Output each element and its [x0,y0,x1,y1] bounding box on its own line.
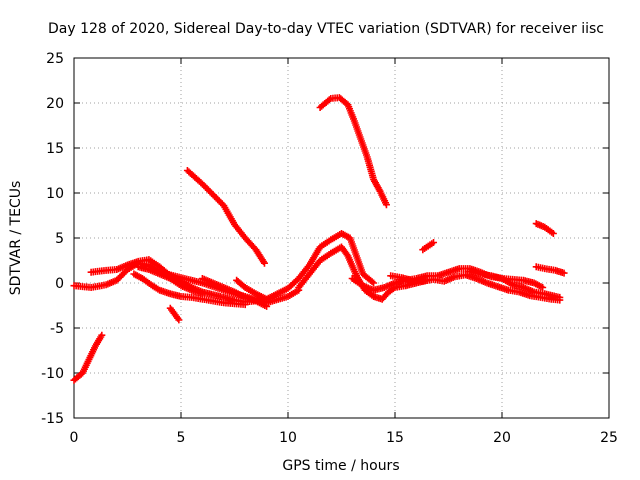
series-arc-16 [198,275,271,310]
axis-ticks [73,57,610,419]
grid-lines [74,58,609,418]
x-axis-label: GPS time / hours [282,458,399,474]
x-tick-label: 20 [493,430,511,446]
y-tick-label: 25 [46,51,64,67]
y-tick-label: -5 [50,321,64,337]
x-tick-label: 25 [600,430,618,446]
data-points [70,94,568,384]
x-tick-label: 10 [279,430,297,446]
data-point [549,230,557,237]
x-tick-label: 0 [70,430,79,446]
series-arc-14 [532,220,557,237]
data-point [368,278,376,286]
data-point [198,290,206,298]
y-tick-label: 10 [46,186,64,202]
data-point [241,301,249,309]
series-arc-17 [134,263,206,298]
data-point [370,279,378,287]
data-point [556,296,564,304]
data-point [263,302,271,310]
y-tick-label: 20 [46,96,64,112]
series-arc-13 [419,239,438,254]
series-arc-12 [466,267,547,291]
y-tick-label: 15 [46,141,64,157]
y-tick-label: -10 [41,366,64,382]
data-point [430,239,438,246]
series-arc-15 [532,263,568,277]
y-axis-label: SDTVAR / TECUs [8,181,24,296]
y-tick-label: 0 [55,276,64,292]
series-arc-7 [233,276,271,303]
data-point [325,96,333,104]
data-point [260,259,268,267]
chart-title: Day 128 of 2020, Sidereal Day-to-day VTE… [48,21,604,37]
series-arc-8 [316,94,390,209]
data-point [98,331,106,339]
y-tick-label: -15 [41,411,64,427]
series-arc-11 [387,271,564,304]
data-point [539,284,547,291]
data-point [263,295,271,303]
data-point [560,269,568,277]
series-arc-5 [166,304,183,324]
axis-tick-labels: 0 5 10 15 20 25 -15 -10 -5 0 5 10 15 20 25 [41,51,618,446]
data-point [382,201,390,209]
series-arc-6 [183,167,268,267]
series-arc-1 [70,331,106,384]
x-tick-label: 15 [386,430,404,446]
y-tick-label: 5 [55,231,64,247]
data-point [175,316,183,324]
series-arc-4 [130,270,249,309]
x-tick-label: 5 [177,430,186,446]
